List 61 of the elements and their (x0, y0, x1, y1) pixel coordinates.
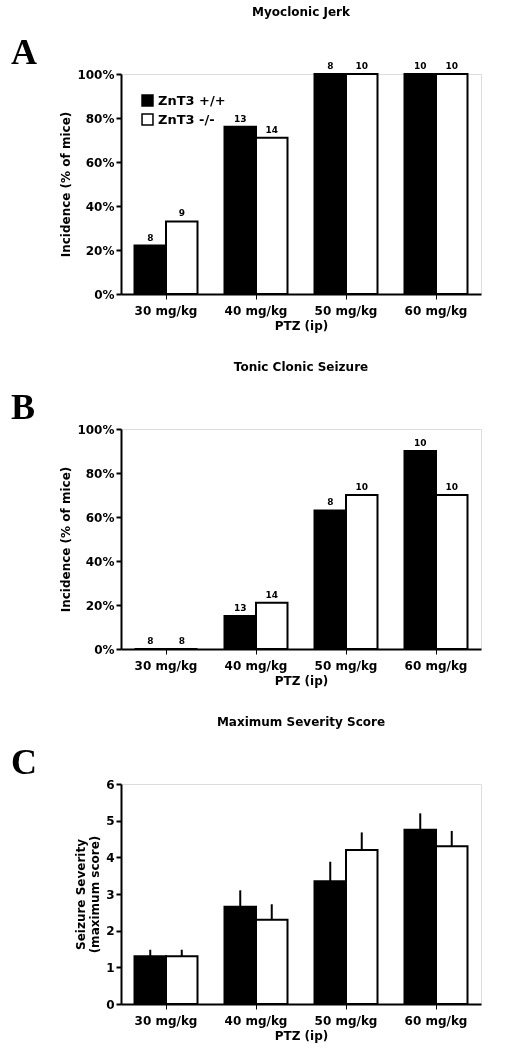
x-tick-label: 60 mg/kg (404, 1013, 468, 1028)
x-tick-label: 50 mg/kg (314, 658, 378, 673)
x-tick-label: 40 mg/kg (224, 303, 288, 318)
annotation: 10 (355, 482, 369, 492)
x-tick-label: 30 mg/kg (134, 658, 198, 673)
annotation: 10 (445, 482, 459, 492)
y-axis-title: Incidence (% of mice) (59, 466, 74, 613)
x-axis-title: PTZ (ip) (274, 1028, 329, 1043)
y-tick-label: 40% (85, 554, 115, 569)
annotation: 10 (413, 438, 427, 448)
x-tick-label: 30 mg/kg (134, 1013, 198, 1028)
x-tick-label: 60 mg/kg (404, 658, 468, 673)
chart-title: Myoclonic Jerk (252, 5, 351, 19)
y-tick-label: 2 (106, 924, 115, 939)
y-tick-label: 0% (94, 642, 115, 657)
x-tick-label: 50 mg/kg (314, 1013, 378, 1028)
annotation: 8 (327, 61, 334, 71)
text: C (11, 742, 37, 782)
y-tick-label: 1 (106, 960, 115, 975)
annotation: 10 (445, 61, 459, 71)
y-tick-label: 100% (77, 67, 115, 82)
y-axis-title: Seizure Severity (maximum score) (74, 835, 103, 954)
chart-title: Tonic Clonic Seizure (233, 360, 369, 374)
y-tick-label: 100% (77, 422, 115, 437)
y-tick-label: 0 (106, 997, 115, 1012)
y-tick-label: 5 (106, 814, 115, 829)
text: B (11, 387, 36, 427)
annotation: 8 (147, 232, 154, 243)
y-tick-label: 20% (85, 243, 115, 258)
x-tick-label: 50 mg/kg (314, 303, 378, 318)
y-tick-label: 60% (85, 510, 115, 525)
annotation: 14 (265, 124, 279, 135)
y-tick-label: 6 (106, 777, 115, 792)
y-tick-label: 40% (85, 199, 115, 214)
x-tick-label: 30 mg/kg (134, 303, 198, 318)
annotation: 9 (178, 208, 185, 219)
x-tick-label: 60 mg/kg (404, 303, 468, 318)
annotation: 13 (233, 113, 247, 124)
x-tick-label: 40 mg/kg (224, 1013, 288, 1028)
legend-label: ZnT3 +/+ (158, 92, 226, 108)
y-tick-label: 4 (106, 850, 115, 865)
annotation: 10 (355, 61, 369, 71)
x-tick-label: 40 mg/kg (224, 658, 288, 673)
y-tick-label: 80% (85, 466, 115, 481)
text: A (11, 32, 37, 72)
x-axis-title: PTZ (ip) (274, 318, 329, 333)
legend-label: ZnT3 -/- (158, 111, 215, 127)
chart-title: Maximum Severity Score (216, 715, 386, 729)
annotation: 13 (233, 603, 247, 613)
annotation: 8 (327, 497, 334, 508)
annotation: 8 (147, 636, 154, 646)
y-tick-label: 3 (106, 887, 115, 902)
y-tick-label: 20% (85, 598, 115, 613)
y-tick-label: 0% (94, 287, 115, 302)
y-tick-label: 60% (85, 155, 115, 170)
y-axis-title: Incidence (% of mice) (59, 111, 74, 258)
annotation: 8 (178, 636, 185, 646)
annotation: 14 (265, 589, 279, 600)
annotation: 10 (413, 61, 427, 71)
y-tick-label: 80% (85, 111, 115, 126)
x-axis-title: PTZ (ip) (274, 673, 329, 688)
